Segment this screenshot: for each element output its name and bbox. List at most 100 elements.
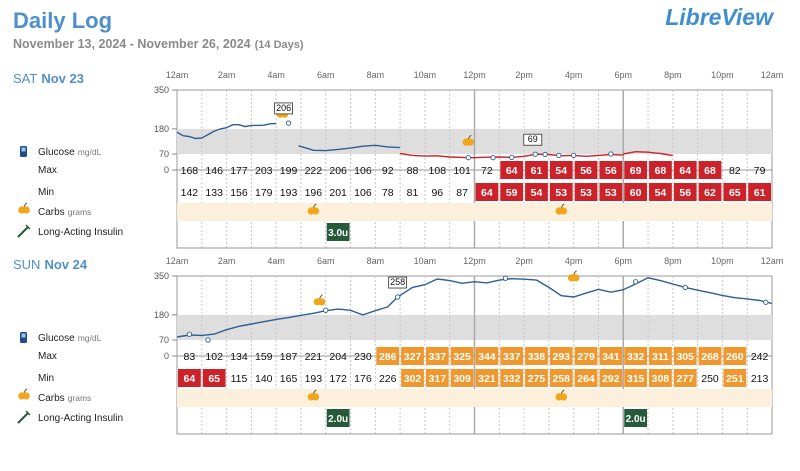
max-cell: 341 xyxy=(602,351,620,363)
hour-label: 6am xyxy=(317,256,335,266)
apple-stem xyxy=(312,203,317,209)
max-cell: 101 xyxy=(453,165,471,177)
y-tick-label: 350 xyxy=(154,85,169,95)
glucose-point xyxy=(556,152,562,159)
carbs-band xyxy=(177,389,772,407)
min-cell: 315 xyxy=(627,373,645,385)
carb-marker-chart-icon xyxy=(313,294,326,306)
hour-label: 4pm xyxy=(565,256,583,266)
glucose-meter-icon xyxy=(20,146,27,157)
max-cell-bg xyxy=(649,161,672,179)
min-cell: 309 xyxy=(453,373,471,385)
max-cell: 177 xyxy=(230,165,248,177)
hour-label: 12pm xyxy=(463,256,486,266)
max-cell-bg xyxy=(574,161,598,179)
max-cell: 222 xyxy=(305,165,323,177)
insulin-cell-bg xyxy=(624,409,648,427)
min-cell-bg xyxy=(475,369,499,387)
max-cell: 203 xyxy=(255,165,273,177)
max-cell-bg xyxy=(723,347,747,365)
hour-label: 12am xyxy=(761,70,784,80)
glucose-label-text: Glucose xyxy=(38,147,75,158)
max-cell: 221 xyxy=(305,351,323,363)
carbs-label-text: Carbs xyxy=(38,207,65,218)
min-cell-bg xyxy=(624,369,648,387)
meter-screen xyxy=(21,147,26,152)
insulin-cell: 2.0u xyxy=(626,414,646,425)
hour-label: 12am xyxy=(166,70,189,80)
min-cell: 96 xyxy=(431,187,443,199)
min-cell-bg xyxy=(202,369,226,387)
carbs-icon xyxy=(18,388,30,400)
carbs-slot-icon xyxy=(307,389,320,401)
max-cell: 68 xyxy=(704,165,716,177)
min-cell: 275 xyxy=(528,373,546,385)
min-cell-bg xyxy=(698,183,722,201)
apple-right-part xyxy=(22,392,30,400)
hour-label: 6am xyxy=(317,70,335,80)
glucose-label-text: Glucose xyxy=(38,333,75,344)
value-callout-box xyxy=(388,276,408,289)
max-cell-bg xyxy=(624,347,648,365)
min-cell: 133 xyxy=(205,187,223,199)
apple-stem xyxy=(560,389,565,395)
carbs-unit: grams xyxy=(68,207,92,217)
min-cell: 226 xyxy=(379,373,397,385)
min-cell: 61 xyxy=(754,187,766,199)
min-cell: 292 xyxy=(602,373,620,385)
max-cell: 268 xyxy=(701,351,719,363)
day-date: Nov 24 xyxy=(44,257,87,272)
min-cell-bg xyxy=(425,369,449,387)
min-cell: 64 xyxy=(184,373,196,385)
day-name: SUN xyxy=(13,257,40,272)
min-cell-bg xyxy=(500,183,524,201)
insulin-row-label: Long-Acting Insulin xyxy=(38,413,123,424)
min-cell: 332 xyxy=(503,373,521,385)
min-cell: 165 xyxy=(280,373,298,385)
max-cell-bg xyxy=(475,347,499,365)
max-cell: 108 xyxy=(429,165,447,177)
min-cell-bg xyxy=(723,183,747,201)
min-cell: 87 xyxy=(456,187,468,199)
y-tick-label: 70 xyxy=(159,335,169,345)
glucose-point xyxy=(465,155,471,161)
max-cell: 260 xyxy=(726,351,744,363)
max-cell: 230 xyxy=(354,351,372,363)
max-cell: 311 xyxy=(652,351,669,363)
max-cell: 279 xyxy=(577,351,595,363)
apple-right-part xyxy=(311,207,320,215)
max-cell: 64 xyxy=(679,165,691,177)
min-cell: 201 xyxy=(329,187,347,199)
carb-marker-chart-icon xyxy=(462,134,475,146)
glucose-point xyxy=(682,284,688,291)
max-cell: 102 xyxy=(205,351,223,363)
min-cell: 142 xyxy=(181,187,199,199)
min-cell-bg xyxy=(178,369,201,387)
apple-stem xyxy=(312,389,317,395)
glucose-point xyxy=(542,151,548,158)
max-cell-bg xyxy=(599,347,623,365)
apple-right-part xyxy=(466,138,475,146)
min-cell: 317 xyxy=(429,373,447,385)
max-cell: 134 xyxy=(230,351,248,363)
glucose-point xyxy=(532,151,538,157)
syringe-icon xyxy=(17,224,31,238)
max-cell: 338 xyxy=(528,351,546,363)
max-cell-bg xyxy=(425,347,449,365)
glucose-point xyxy=(571,152,577,159)
max-cell-bg xyxy=(525,161,548,179)
glucose-row-label: Glucose mg/dL xyxy=(38,333,102,344)
value-callout: 206 xyxy=(276,103,291,113)
syringe-barrel xyxy=(17,412,29,424)
apple-stem xyxy=(560,203,565,209)
insulin-cell: 2.0u xyxy=(328,414,348,425)
max-cell-bg xyxy=(698,347,722,365)
max-cell-bg xyxy=(525,347,548,365)
day-panel-sat: SAT Nov 23 12am 2am 4am 6am 8am 10am 12pm 2pm 4pm 6… xyxy=(13,70,784,249)
min-cell-bg xyxy=(574,183,598,201)
min-cell-bg xyxy=(599,183,623,201)
max-cell: 68 xyxy=(655,165,667,177)
min-cell-bg xyxy=(450,369,474,387)
day-label: SAT Nov 23 xyxy=(13,71,84,86)
day-date: Nov 23 xyxy=(41,71,84,86)
